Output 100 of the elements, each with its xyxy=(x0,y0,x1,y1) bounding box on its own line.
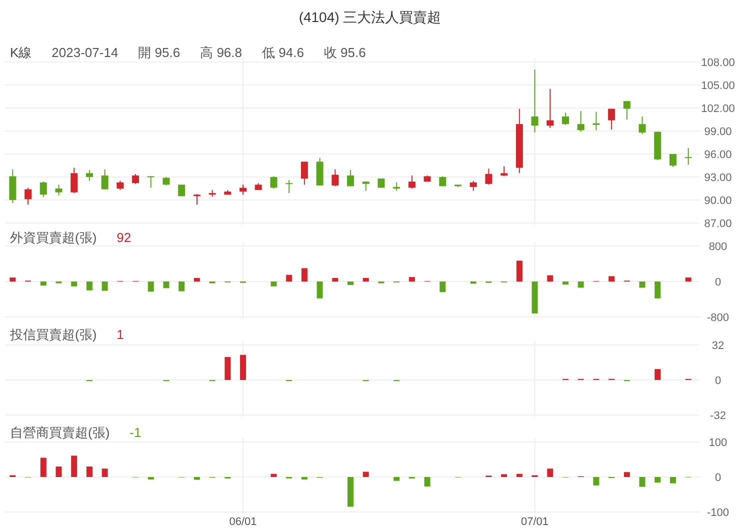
bar xyxy=(501,474,508,477)
bar xyxy=(408,277,415,282)
chart-title: (4104) 三大法人買賣超 xyxy=(298,9,442,25)
candlestick xyxy=(592,111,600,131)
bar xyxy=(316,282,323,298)
y-tick-label: 800 xyxy=(708,241,728,253)
candlestick xyxy=(40,181,47,198)
y-tick-label: 32 xyxy=(712,340,724,352)
chart-title: 自營商買賣超(張) xyxy=(10,425,110,440)
y-tick-label: 93.00 xyxy=(704,172,732,184)
candlestick xyxy=(608,108,616,130)
bar xyxy=(654,369,661,380)
y-tick-label: -100 xyxy=(706,507,730,519)
y-tick-label: -800 xyxy=(706,312,730,324)
bar xyxy=(624,472,630,477)
bar xyxy=(654,477,661,483)
y-tick-label: 100 xyxy=(708,437,728,449)
bar xyxy=(547,468,554,477)
bar xyxy=(348,282,354,286)
candlestick xyxy=(638,116,646,135)
bar xyxy=(593,477,600,486)
bar xyxy=(86,466,92,477)
bar xyxy=(270,282,277,286)
bar xyxy=(224,357,231,380)
candlestick xyxy=(24,187,32,206)
candlestick xyxy=(70,167,78,194)
text: 開 95.6 xyxy=(138,45,180,60)
candlestick xyxy=(86,170,93,182)
candlestick xyxy=(193,193,200,206)
bar xyxy=(40,458,46,477)
bar xyxy=(394,477,400,481)
bar xyxy=(578,282,584,288)
candlestick xyxy=(485,168,492,186)
bar xyxy=(71,282,78,286)
bar xyxy=(194,278,200,282)
chart-title: 投信買賣超(張) xyxy=(9,327,97,342)
candlestick xyxy=(332,168,339,187)
bar xyxy=(270,474,277,477)
text: 低 94.6 xyxy=(262,45,304,60)
candlestick xyxy=(55,184,62,196)
y-tick-label: 96.00 xyxy=(704,149,732,161)
bar xyxy=(562,282,568,285)
chart-title: 外資買賣超(張) xyxy=(10,230,97,245)
candlestick xyxy=(669,154,676,168)
bar xyxy=(654,282,661,298)
bar xyxy=(10,278,16,282)
y-tick-label: -32 xyxy=(710,410,726,422)
candlestick xyxy=(300,161,308,186)
bar xyxy=(194,477,200,480)
bar xyxy=(178,282,185,292)
candlestick xyxy=(101,168,108,190)
candlestick xyxy=(577,110,584,132)
bar xyxy=(86,282,92,290)
bar xyxy=(148,282,154,292)
candlestick xyxy=(116,180,124,191)
bar xyxy=(547,275,554,282)
text: 1 xyxy=(116,327,124,342)
y-tick-label: 105.00 xyxy=(701,80,735,92)
bar xyxy=(362,472,369,477)
text: 高 96.8 xyxy=(200,45,242,60)
y-tick-label: 102.00 xyxy=(701,103,735,115)
candlestick xyxy=(286,180,293,194)
bar xyxy=(516,260,522,282)
bar xyxy=(286,274,292,282)
candlestick xyxy=(147,176,154,188)
candlestick xyxy=(347,170,354,187)
candlestick xyxy=(546,88,554,128)
bar xyxy=(348,477,354,507)
text: 收 95.6 xyxy=(324,45,366,60)
candlestick xyxy=(132,173,140,184)
chart-subtitle: K線 xyxy=(10,45,32,60)
y-tick-label: 0 xyxy=(714,472,722,484)
bar xyxy=(102,282,108,291)
bar xyxy=(102,468,108,477)
bar xyxy=(332,278,338,282)
candlestick xyxy=(500,166,508,177)
candlestick xyxy=(684,147,692,166)
bar xyxy=(163,282,170,288)
bar xyxy=(440,282,446,292)
candlestick xyxy=(562,112,569,126)
text: 92 xyxy=(116,230,132,245)
bar xyxy=(608,276,615,282)
x-tick-label: 07/01 xyxy=(521,516,549,528)
bar xyxy=(424,477,430,486)
bar xyxy=(71,456,78,477)
y-tick-label: 99.00 xyxy=(704,126,732,138)
y-tick-label: 108.00 xyxy=(701,57,735,69)
bar xyxy=(362,278,369,282)
candlestick xyxy=(9,168,16,204)
candlestick xyxy=(623,100,630,120)
text: -1 xyxy=(130,425,142,440)
candlestick xyxy=(240,184,247,196)
bar xyxy=(670,477,676,484)
bar xyxy=(40,282,46,286)
text: 2023-07-14 xyxy=(52,45,118,60)
bar xyxy=(240,354,246,380)
bar xyxy=(685,277,692,282)
candlestick xyxy=(316,157,324,186)
x-tick-label: 06/01 xyxy=(229,516,257,528)
bar xyxy=(301,268,308,282)
